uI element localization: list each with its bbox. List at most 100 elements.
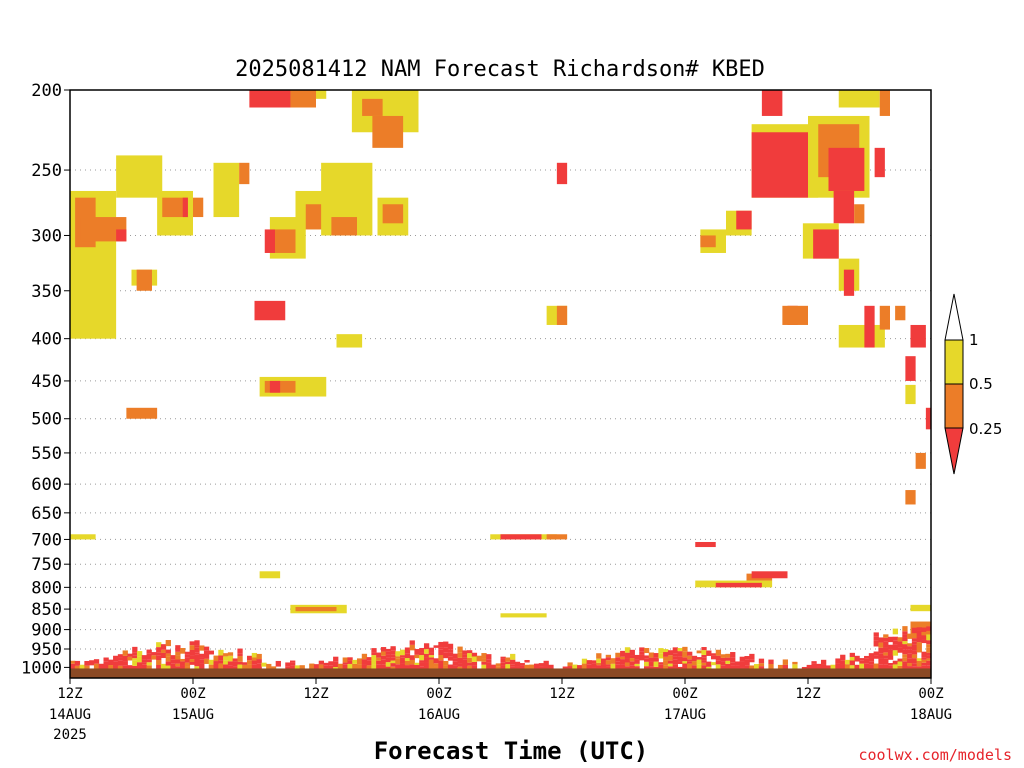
ri-cell [194, 666, 200, 670]
ri-cell [180, 665, 186, 670]
ri-cell [644, 666, 650, 670]
ri-cell [720, 654, 726, 658]
ri-cell [423, 643, 430, 650]
ri-cell [419, 660, 425, 663]
ri-cell [467, 662, 473, 666]
ri-cell [237, 664, 243, 670]
ri-cell [921, 659, 927, 663]
ri-cell [897, 647, 903, 653]
colorbar-0.5-1 [944, 339, 964, 385]
ri-cell [481, 664, 487, 670]
ri-cell [768, 664, 774, 670]
ri-cell [620, 664, 626, 670]
ri-cell [639, 651, 645, 655]
ri-cell [887, 636, 894, 643]
ri-cell [634, 663, 640, 667]
ri-cell [117, 665, 124, 670]
y-axis: 200 250 300 350 400 450 500 550 600 650 700 750 8008… [21, 81, 70, 678]
ri-cell [184, 662, 191, 667]
ri-cell [175, 663, 181, 667]
ri-cell [892, 640, 899, 645]
ri-cell [897, 641, 903, 648]
ri-cell [667, 663, 674, 667]
ri-cell [414, 654, 420, 659]
ri-cell [887, 665, 894, 670]
ri-cell [701, 660, 707, 663]
ri-cell [70, 663, 76, 670]
ri-cell [878, 664, 884, 670]
ri-cell [792, 661, 798, 665]
ri-cell [500, 665, 506, 670]
ri-cell [180, 658, 186, 662]
ri-cell [777, 664, 784, 670]
ri-cell [452, 661, 458, 666]
ri-cell [883, 658, 889, 665]
ri-cell [835, 663, 841, 670]
ri-cell [189, 661, 195, 665]
ri-cell [395, 651, 401, 657]
ri-cell [696, 664, 702, 670]
ri-cell [629, 658, 635, 662]
ri-cell [156, 642, 162, 648]
ri-cell [897, 665, 903, 670]
ri-cell [605, 660, 612, 665]
ri-cell [529, 664, 535, 670]
ri-cell [433, 645, 439, 648]
ri-cell [510, 664, 516, 667]
ri-cell [677, 647, 683, 652]
ri-cell [761, 90, 783, 116]
ri-cell [634, 666, 640, 670]
ri-cell [926, 630, 932, 635]
ri-cell [739, 661, 745, 668]
ri-cell [543, 660, 549, 667]
ri-cell [227, 655, 234, 662]
ri-cell [758, 666, 765, 670]
ri-cell [878, 642, 884, 648]
ri-cell [194, 647, 200, 653]
ri-cell [730, 665, 736, 670]
ri-cell [481, 653, 487, 659]
ri-cell [357, 658, 363, 665]
ri-cell [916, 666, 922, 670]
ri-cell [596, 658, 602, 663]
ri-cell [926, 640, 932, 645]
ri-cell [156, 660, 162, 666]
ri-cell [476, 655, 482, 662]
ri-cell [213, 162, 240, 218]
ri-cell [873, 663, 879, 670]
ri-cell [457, 652, 463, 658]
ri-cell [414, 662, 420, 665]
ri-cell [194, 640, 200, 646]
ri-cell [380, 659, 387, 665]
ri-cell [672, 664, 678, 670]
ri-cell [644, 648, 650, 654]
ri-cell [500, 662, 506, 666]
ri-cell [452, 653, 458, 659]
ri-cell [695, 541, 716, 548]
ri-cell [873, 655, 879, 659]
ri-cell [926, 655, 932, 659]
site-credit: coolwx.com/models [858, 746, 1012, 764]
ri-cell [419, 666, 425, 670]
ri-cell [658, 662, 664, 665]
ri-cell [290, 90, 316, 108]
ri-cell [486, 662, 492, 668]
ri-cell [170, 655, 176, 660]
ri-cell [887, 653, 894, 660]
ri-cell [438, 649, 444, 656]
ri-cell [586, 664, 592, 670]
ri-cell [667, 666, 674, 670]
ri-cell [151, 652, 157, 656]
ri-cell [782, 659, 788, 665]
ri-cell [921, 631, 927, 636]
ri-cell [897, 637, 903, 642]
ri-cell [199, 645, 205, 651]
ri-cell [878, 637, 884, 643]
ri-cell [725, 660, 731, 664]
ri-cell [730, 662, 736, 666]
ri-cell [323, 665, 329, 670]
ri-cell [813, 229, 839, 259]
ri-cell [117, 657, 124, 661]
ri-cell [648, 657, 655, 662]
ri-cell [419, 652, 425, 656]
